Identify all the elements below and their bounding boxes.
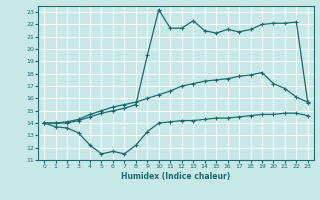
X-axis label: Humidex (Indice chaleur): Humidex (Indice chaleur) xyxy=(121,172,231,181)
